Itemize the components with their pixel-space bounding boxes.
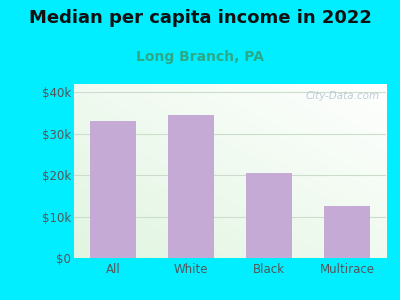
Text: Long Branch, PA: Long Branch, PA — [136, 50, 264, 64]
Bar — [324, 206, 370, 258]
Bar — [246, 173, 292, 258]
Bar — [90, 121, 136, 258]
Bar — [168, 115, 214, 258]
Text: City-Data.com: City-Data.com — [306, 91, 380, 101]
Text: Median per capita income in 2022: Median per capita income in 2022 — [28, 9, 372, 27]
